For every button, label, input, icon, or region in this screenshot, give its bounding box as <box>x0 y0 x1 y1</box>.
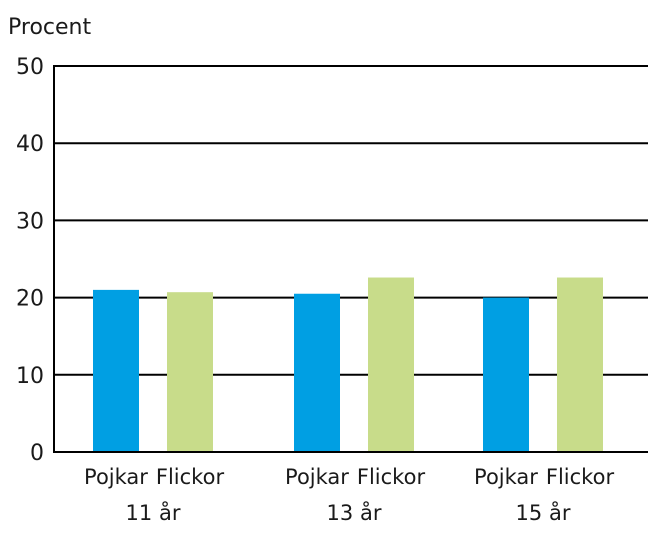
bar-category-label: Flickor <box>357 465 426 489</box>
y-tick-label: 50 <box>16 55 44 80</box>
bars <box>93 277 603 452</box>
group-label: 11 år <box>126 500 181 525</box>
y-axis-label: Procent <box>8 15 91 40</box>
bar-pojkar <box>93 289 139 452</box>
group-label: 13 år <box>327 500 382 525</box>
bar-flickor <box>167 292 213 452</box>
bar-category-label: Pojkar <box>84 465 148 489</box>
y-tick-label: 20 <box>16 287 44 312</box>
axes <box>53 65 648 453</box>
bar-flickor <box>557 277 603 452</box>
x-labels: Pojkar Flickor 11 år Pojkar Flickor 13 år Pojk… <box>84 465 614 525</box>
bar-flickor <box>368 277 414 452</box>
y-tick-label: 0 <box>30 441 44 466</box>
y-tick-label: 10 <box>16 364 44 389</box>
gridlines <box>54 65 648 376</box>
bar-category-label: Pojkar <box>474 465 538 489</box>
bar-category-label: Flickor <box>546 465 615 489</box>
bar-category-label: Pojkar <box>285 465 349 489</box>
y-tick-labels: 0 10 20 30 40 50 <box>16 55 44 466</box>
bar-pojkar <box>483 297 529 452</box>
group-label: 15 år <box>516 500 571 525</box>
y-tick-label: 30 <box>16 209 44 234</box>
bar-category-label: Flickor <box>156 465 225 489</box>
bar-pojkar <box>294 293 340 452</box>
y-tick-label: 40 <box>16 132 44 157</box>
